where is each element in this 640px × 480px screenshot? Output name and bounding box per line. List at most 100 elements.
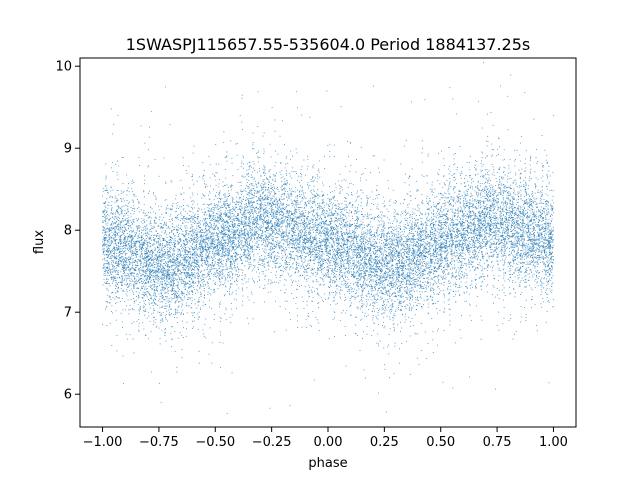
data-point (484, 224, 486, 226)
data-point (497, 234, 499, 235)
data-point (161, 295, 163, 297)
data-point (268, 265, 270, 267)
data-point (514, 227, 516, 228)
data-point (457, 231, 459, 232)
data-point (549, 230, 551, 232)
data-point (141, 294, 143, 295)
data-point (234, 204, 236, 206)
data-point (215, 163, 217, 165)
data-point (164, 212, 166, 214)
data-point (510, 262, 512, 264)
data-point (510, 188, 512, 190)
data-point (222, 269, 224, 271)
data-point (241, 263, 243, 265)
data-point (325, 234, 327, 236)
data-point (260, 186, 262, 188)
data-point (177, 253, 179, 255)
data-point (541, 250, 543, 252)
data-point (535, 238, 537, 240)
data-point (130, 268, 132, 270)
data-point (516, 245, 518, 247)
data-point (495, 232, 497, 234)
data-point (423, 261, 424, 263)
data-point (171, 258, 173, 260)
data-point (549, 259, 551, 261)
data-point (366, 316, 367, 317)
data-point (403, 253, 405, 255)
data-point (133, 221, 135, 223)
data-point (155, 298, 157, 300)
data-point (224, 156, 226, 158)
data-point (364, 312, 366, 314)
data-point (315, 242, 317, 244)
data-point (169, 276, 171, 277)
data-point (376, 254, 378, 256)
data-point (446, 222, 448, 224)
data-point (281, 180, 283, 182)
data-point (262, 231, 263, 232)
data-point (343, 248, 345, 250)
data-point (468, 250, 469, 251)
data-point (192, 273, 193, 275)
data-point (225, 234, 227, 235)
data-point (395, 255, 397, 257)
data-point (492, 236, 493, 238)
data-point (233, 219, 235, 221)
data-point (364, 265, 366, 267)
data-point (109, 249, 111, 251)
data-point (542, 165, 544, 166)
data-point (156, 287, 157, 289)
data-point (156, 236, 157, 238)
data-point (160, 259, 162, 261)
data-point (244, 229, 246, 231)
data-point (225, 239, 227, 241)
data-point (431, 227, 433, 229)
data-point (214, 228, 216, 230)
data-point (537, 244, 539, 246)
data-point (208, 228, 210, 230)
data-point (315, 217, 316, 219)
data-point (397, 268, 398, 270)
data-point (376, 271, 378, 273)
data-point (121, 275, 123, 277)
data-point (534, 184, 536, 185)
data-point (413, 234, 415, 236)
data-point (525, 247, 527, 249)
data-point (424, 263, 425, 264)
data-point (122, 280, 124, 282)
data-point (233, 202, 235, 204)
data-point (340, 267, 341, 269)
data-point (220, 232, 222, 234)
data-point (287, 264, 289, 265)
data-point (471, 215, 473, 217)
data-point (327, 252, 329, 254)
data-point (355, 255, 357, 256)
data-point (139, 271, 140, 273)
data-point (541, 198, 543, 200)
data-point (139, 310, 141, 312)
data-point (447, 238, 449, 240)
data-point (399, 295, 401, 297)
data-point (430, 271, 432, 273)
data-point (127, 239, 128, 241)
data-point (142, 270, 144, 272)
data-point (267, 213, 269, 215)
data-point (123, 261, 125, 263)
data-point (373, 259, 375, 261)
data-point (356, 266, 358, 268)
data-point (495, 226, 497, 228)
data-point (391, 238, 393, 240)
data-point (461, 261, 463, 263)
data-point (149, 258, 151, 260)
data-point (473, 217, 475, 219)
data-point (541, 238, 543, 240)
data-point (227, 258, 229, 260)
data-point (213, 253, 215, 255)
data-point (446, 218, 448, 220)
data-point (414, 270, 416, 272)
data-point (232, 205, 234, 207)
data-point (437, 211, 438, 212)
data-point (251, 251, 253, 253)
data-point (311, 241, 313, 243)
data-point (271, 218, 273, 220)
